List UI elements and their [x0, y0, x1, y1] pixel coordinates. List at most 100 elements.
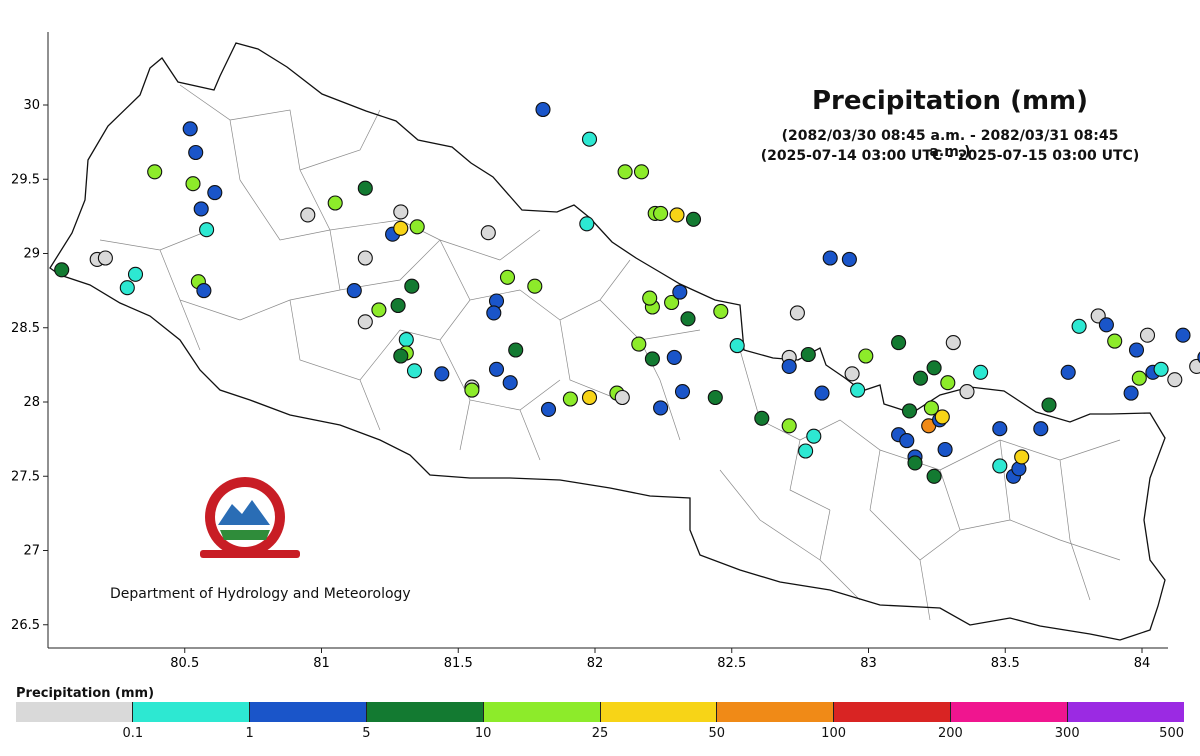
legend-swatch	[16, 702, 133, 722]
legend-swatch	[1068, 702, 1185, 722]
legend-swatch	[249, 702, 367, 722]
station-marker	[800, 346, 816, 363]
station-marker	[398, 332, 414, 348]
station-marker	[404, 278, 420, 294]
x-tick-label: 80.5	[170, 656, 199, 671]
station-marker	[1041, 397, 1057, 413]
station-marker	[1175, 327, 1191, 343]
map-title: Precipitation (mm)	[811, 86, 1089, 116]
legend-label: 500	[1159, 726, 1184, 741]
y-tick-label: 26.5	[11, 618, 40, 633]
station-marker	[973, 364, 989, 380]
station-marker	[393, 348, 409, 364]
station-marker	[923, 400, 939, 416]
legend-swatch	[483, 702, 601, 722]
station-marker	[127, 266, 144, 282]
station-marker	[480, 225, 496, 241]
station-marker	[754, 410, 770, 426]
station-marker	[789, 305, 805, 321]
station-marker	[357, 314, 373, 330]
station-marker	[199, 222, 215, 238]
station-marker	[781, 418, 797, 434]
station-marker	[581, 131, 598, 147]
legend-title: Precipitation (mm)	[16, 686, 155, 701]
station-marker	[653, 205, 669, 221]
x-tick-label: 81.5	[444, 656, 473, 671]
station-marker	[841, 251, 857, 267]
station-marker	[193, 201, 209, 217]
x-tick-label: 84	[1134, 656, 1151, 671]
legend-label: 5	[362, 726, 371, 741]
station-marker	[527, 278, 543, 294]
station-marker	[899, 433, 915, 449]
precipitation-map: 80.58181.58282.58383.58484.58585.58686.5…	[11, 32, 1200, 671]
x-tick-label: 83.5	[991, 656, 1020, 671]
station-marker	[926, 468, 942, 484]
station-marker	[1098, 317, 1114, 333]
station-marker	[1153, 361, 1169, 377]
agency-name: Department of Hydrology and Meteorology	[110, 586, 411, 602]
legend-colorbar	[16, 702, 1185, 722]
station-marker	[806, 428, 822, 444]
station-marker	[642, 290, 658, 306]
station-marker	[535, 101, 551, 118]
legend-swatch	[366, 702, 484, 722]
x-tick-label: 82.5	[717, 656, 746, 671]
station-marker	[669, 207, 685, 223]
station-marker	[357, 180, 373, 196]
station-marker	[486, 305, 502, 321]
x-tick-label: 81	[313, 656, 330, 671]
plot-frame	[47, 32, 1168, 649]
station-marker	[901, 403, 918, 419]
station-marker	[729, 338, 745, 354]
station-marker	[464, 382, 480, 398]
utc-date-range: (2025-07-14 03:00 UTC - 2025-07-15 03:00…	[760, 148, 1140, 164]
station-marker	[207, 185, 223, 201]
station-marker	[327, 195, 343, 211]
y-tick-label: 28.5	[11, 321, 40, 336]
legend-label: 25	[591, 726, 609, 741]
station-marker	[891, 335, 907, 351]
station-marker	[945, 335, 961, 351]
legend-swatch	[600, 702, 718, 722]
station-marker	[814, 385, 830, 401]
y-tick-label: 30	[23, 98, 40, 113]
station-marker	[409, 219, 425, 235]
station-marker	[1197, 351, 1200, 364]
legend-swatch	[834, 702, 952, 722]
station-marker	[188, 144, 204, 161]
station-marker	[371, 302, 387, 318]
station-marker	[562, 391, 578, 407]
legend-label: 300	[1054, 726, 1080, 741]
station-marker	[685, 211, 702, 227]
district-boundaries	[99, 84, 1121, 621]
station-marker	[781, 358, 797, 374]
station-marker	[1033, 421, 1049, 437]
station-marker	[614, 389, 630, 406]
station-marker	[393, 204, 409, 220]
station-marker	[581, 389, 598, 406]
station-marker	[185, 176, 201, 192]
station-marker	[633, 164, 650, 180]
station-marker	[357, 250, 373, 266]
government-emblem-logo	[200, 477, 300, 558]
station-marker	[653, 400, 669, 416]
station-marker	[858, 348, 874, 364]
station-marker	[147, 164, 163, 180]
station-marker	[97, 250, 113, 266]
x-tick-label: 83	[860, 656, 877, 671]
legend-labels: 0.1 1 5 10 25 50 100 200 300 500	[16, 726, 1184, 746]
station-marker	[850, 382, 866, 398]
station-marker	[992, 458, 1008, 474]
station-marker	[488, 361, 505, 377]
legend-label: 1	[245, 726, 254, 741]
y-tick-label: 29.5	[11, 172, 40, 187]
station-marker	[937, 441, 953, 458]
station-marker	[798, 443, 814, 459]
nepal-border	[49, 42, 1166, 641]
station-marker	[346, 283, 362, 299]
station-marker	[406, 363, 423, 379]
legend-label: 10	[474, 726, 492, 741]
station-marker	[707, 389, 723, 406]
axis-ticks: 80.58181.58282.58383.58484.58585.58686.5…	[11, 98, 1151, 671]
